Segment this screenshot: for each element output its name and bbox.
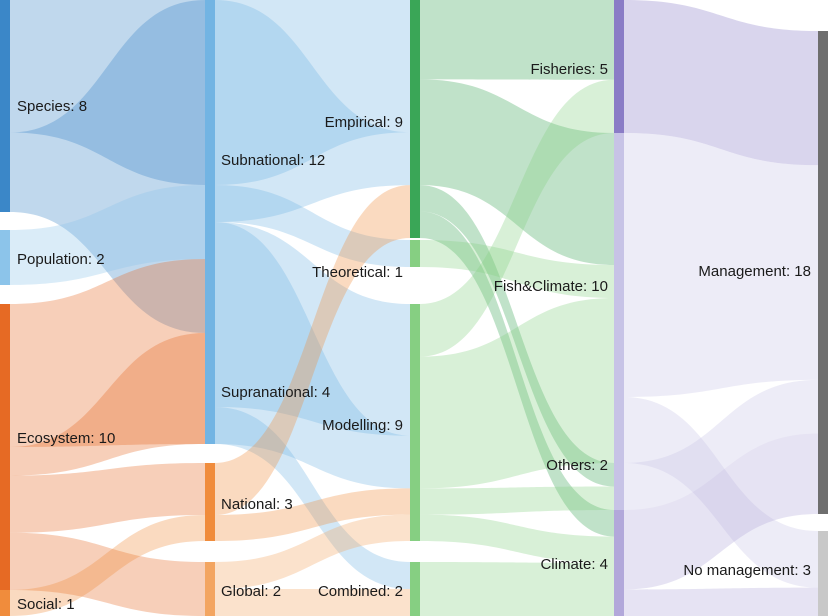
link-national-to-modelling <box>215 488 410 541</box>
link-global-to-combined <box>215 589 410 616</box>
link-supranational-to-modelling <box>215 222 410 489</box>
node-label-species: Species: 8 <box>17 98 87 115</box>
node-bar-empirical <box>410 0 420 238</box>
node-bar-national <box>205 463 215 541</box>
link-ecosystem-to-global <box>10 532 205 616</box>
node-bar-population <box>0 230 10 285</box>
link-modelling-to-fisheries <box>420 79 614 357</box>
sankey-labels: Species: 8 Population: 2 Ecosystem: 10 Soci… <box>17 61 811 613</box>
node-bar-others <box>614 463 624 510</box>
link-global-to-modelling <box>215 514 410 589</box>
node-label-social: Social: 1 <box>17 596 75 613</box>
node-bar-fishclimate <box>614 133 624 463</box>
node-bar-ecosystem <box>0 304 10 590</box>
link-theoretical-to-fishclimate <box>420 240 614 298</box>
link-social-to-national <box>10 515 205 616</box>
link-supranational-to-empirical <box>215 0 410 222</box>
node-bar-combined <box>410 562 420 616</box>
node-label-national: National: 3 <box>221 496 293 513</box>
link-national-to-empirical <box>215 185 410 515</box>
node-label-supranational: Supranational: 4 <box>221 384 330 401</box>
link-species-to-supranational <box>10 0 205 333</box>
link-climate-to-nomanagement <box>624 587 818 616</box>
sankey-links <box>10 0 818 616</box>
node-label-theoretical: Theoretical: 1 <box>312 264 403 281</box>
node-label-subnational: Subnational: 12 <box>221 152 325 169</box>
link-ecosystem-to-national <box>10 463 205 533</box>
node-bar-modelling <box>410 304 420 541</box>
link-subnational-to-modelling <box>215 222 410 436</box>
node-label-climate: Climate: 4 <box>540 556 608 573</box>
node-label-combined: Combined: 2 <box>318 583 403 600</box>
node-label-fishclimate: Fish&Climate: 10 <box>494 278 608 295</box>
node-bar-species <box>0 0 10 212</box>
node-label-population: Population: 2 <box>17 251 105 268</box>
link-subnational-to-empirical <box>215 0 410 185</box>
link-empirical-to-others <box>420 185 614 487</box>
node-bar-management <box>818 31 828 514</box>
link-empirical-to-fishclimate <box>420 79 614 265</box>
link-empirical-to-fisheries <box>420 0 614 80</box>
node-label-management: Management: 18 <box>698 263 811 280</box>
node-bar-supranational <box>205 0 215 444</box>
link-subnational-to-combined <box>215 407 410 589</box>
link-modelling-to-fishclimate <box>420 298 614 489</box>
node-label-others: Others: 2 <box>546 457 608 474</box>
node-bar-social <box>0 590 10 616</box>
node-label-nomanagement: No management: 3 <box>683 562 811 579</box>
link-population-to-subnational <box>10 185 205 285</box>
link-others-to-management <box>624 379 818 510</box>
link-ecosystem-to-supranational <box>10 333 205 476</box>
link-species-to-subnational <box>10 0 205 185</box>
node-bar-theoretical <box>410 240 420 267</box>
link-fishclimate-to-management <box>624 133 818 397</box>
node-label-modelling: Modelling: 9 <box>322 417 403 434</box>
node-label-fisheries: Fisheries: 5 <box>530 61 608 78</box>
node-label-global: Global: 2 <box>221 583 281 600</box>
node-bar-global <box>205 562 215 616</box>
node-bar-fisheries <box>614 0 624 133</box>
node-bar-nomanagement <box>818 531 828 616</box>
link-climate-to-management <box>624 433 818 590</box>
link-modelling-to-others <box>420 486 614 515</box>
link-fisheries-to-management <box>624 0 818 166</box>
link-subnational-to-theoretical <box>215 185 410 267</box>
link-combined-to-climate <box>420 562 614 616</box>
node-bar-climate <box>614 510 624 616</box>
link-empirical-to-climate <box>420 211 614 537</box>
link-modelling-to-climate <box>420 514 614 563</box>
link-fishclimate-to-nomanagement <box>624 397 818 588</box>
link-ecosystem-to-subnational <box>10 259 205 447</box>
node-label-ecosystem: Ecosystem: 10 <box>17 430 115 447</box>
node-label-empirical: Empirical: 9 <box>325 114 403 131</box>
